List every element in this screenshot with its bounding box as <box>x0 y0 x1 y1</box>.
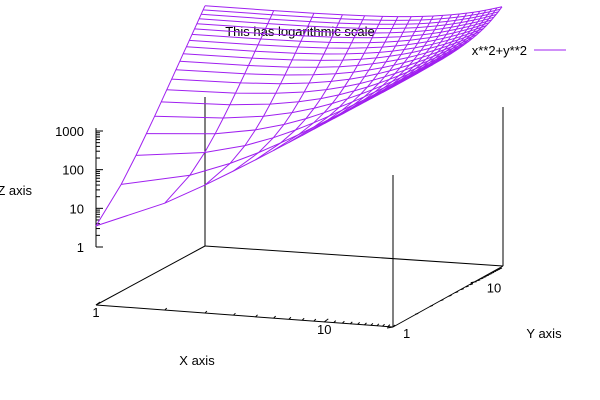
mesh-line-y <box>204 12 315 186</box>
z-tick-label: 1 <box>77 240 84 255</box>
mesh-line-y <box>288 16 399 143</box>
x-minor-tick <box>288 316 292 320</box>
y-minor-tick <box>440 299 444 302</box>
x-minor-tick <box>349 321 353 325</box>
x-minor-tick <box>342 320 345 324</box>
x-major-tick <box>323 318 329 323</box>
x-minor-tick <box>376 323 380 327</box>
mesh-line-y <box>376 9 487 96</box>
x-minor-tick <box>164 307 168 311</box>
mesh-line-x <box>203 8 501 21</box>
mesh-line-y <box>357 12 468 107</box>
y-minor-tick <box>448 294 452 297</box>
mesh-line-x <box>154 52 452 119</box>
x-axis-line <box>95 304 394 328</box>
mesh-line-y <box>370 10 481 100</box>
y-minor-tick <box>429 304 434 307</box>
x-axis-label: X axis <box>179 353 215 368</box>
x-tick-label: 10 <box>317 322 331 337</box>
x-minor-tick <box>357 322 360 325</box>
y-tick-label: 1 <box>403 326 410 341</box>
mesh-line-y <box>95 5 206 227</box>
mesh-line-x <box>191 22 490 44</box>
mesh-line-x <box>201 11 499 25</box>
x-minor-tick <box>255 314 258 318</box>
y-major-tick <box>386 326 394 329</box>
mesh-line-y <box>350 13 460 111</box>
mesh-line-y <box>164 10 275 204</box>
x-tick-label: 1 <box>92 305 99 320</box>
axis-box <box>95 97 504 328</box>
mesh-line-y <box>392 6 503 88</box>
mesh-line-x <box>196 16 495 34</box>
x-minor-tick <box>313 318 317 322</box>
x-minor-tick <box>301 317 305 321</box>
y-minor-tick <box>415 312 419 315</box>
mesh-line-x <box>189 25 487 49</box>
mesh-line-y <box>273 16 384 151</box>
mesh-line-x <box>194 19 492 39</box>
mesh-line-y <box>255 15 366 161</box>
mesh-line-y <box>313 16 424 130</box>
x-minor-tick <box>387 324 391 327</box>
chart-title: This has logarithmic scale <box>225 24 375 39</box>
x-minor-tick <box>273 315 276 319</box>
mesh-line-x <box>204 5 503 18</box>
x-minor-tick <box>333 320 337 323</box>
y-minor-tick <box>477 279 481 282</box>
x-minor-tick <box>233 312 236 316</box>
x-minor-tick <box>382 323 385 327</box>
surface-mesh <box>95 5 503 227</box>
mesh-line-y <box>324 15 434 125</box>
x-minor-tick <box>364 322 367 326</box>
legend: x**2+y**2 <box>472 43 566 58</box>
x-minor-tick <box>204 310 208 314</box>
mesh-line-y <box>364 11 474 103</box>
mesh-line-y <box>342 14 452 115</box>
y-minor-tick <box>498 267 503 270</box>
y-axis-label: Y axis <box>526 326 562 341</box>
mesh-line-x <box>161 48 459 106</box>
mesh-line-x <box>199 14 497 29</box>
mesh-line-x <box>135 64 434 156</box>
x-minor-tick <box>370 323 374 326</box>
y-minor-tick <box>469 283 474 286</box>
y-minor-tick <box>455 291 459 294</box>
z-axis-label: Z axis <box>0 183 32 198</box>
y-minor-tick <box>483 276 487 278</box>
mesh-line-y <box>333 15 444 120</box>
axis-ticks: 1 10 100 1000 1 10 1 10 <box>55 124 503 341</box>
mesh-line-y <box>233 14 343 172</box>
mesh-line-y <box>301 16 412 136</box>
y-minor-tick <box>485 274 490 277</box>
z-tick-label: 10 <box>70 201 84 216</box>
y-axis-line <box>392 265 504 328</box>
y-minor-tick <box>460 288 464 291</box>
z-tick-label: 1000 <box>55 124 84 139</box>
y-minor-tick <box>465 285 469 288</box>
x-minor-tick <box>392 324 396 328</box>
z-tick-label: 100 <box>62 163 84 178</box>
x-major-tick <box>95 301 101 306</box>
y-major-tick <box>470 281 477 284</box>
back-y-edge <box>95 245 206 306</box>
legend-label: x**2+y**2 <box>472 43 527 58</box>
y-minor-tick <box>480 277 484 280</box>
back-x-edge <box>204 245 504 267</box>
y-tick-label: 10 <box>487 281 501 296</box>
